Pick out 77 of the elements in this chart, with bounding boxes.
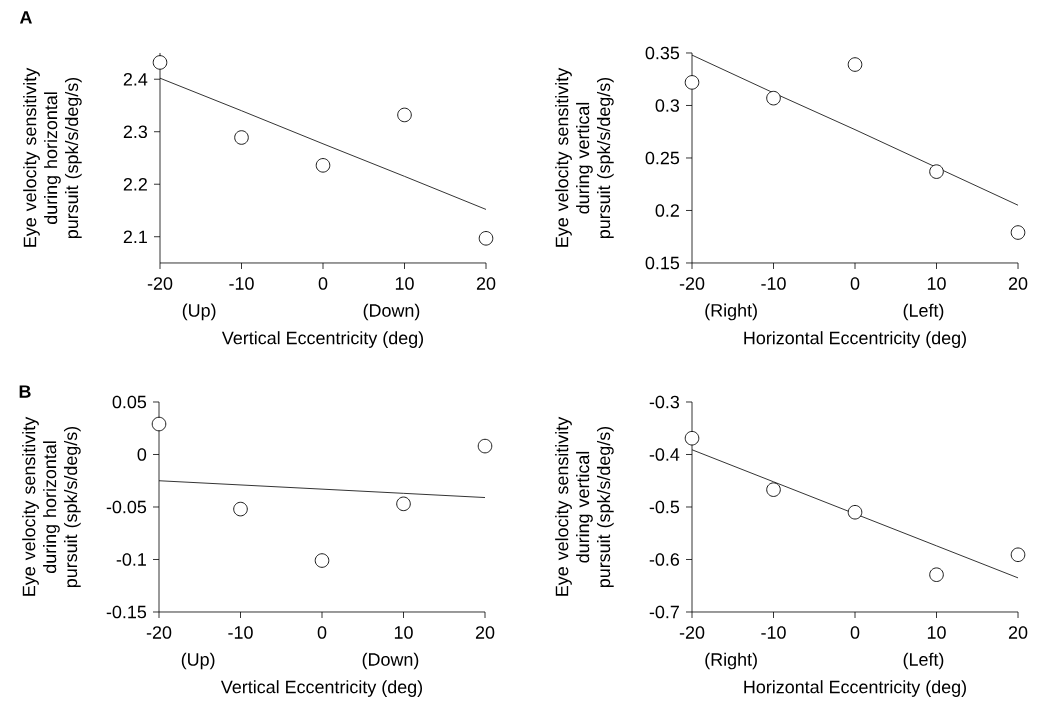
point [847, 57, 863, 72]
point [929, 164, 944, 179]
x-tick-label: -10 [761, 626, 786, 639]
y-tick-label: 0.35 [645, 46, 680, 60]
point [1010, 547, 1026, 563]
y-tick-label: 0.15 [645, 256, 680, 270]
y-tick-label: 2.4 [123, 73, 148, 86]
text: (Left) [903, 303, 944, 321]
x-tick-label: 20 [475, 626, 495, 639]
point [315, 158, 331, 173]
x-tick-label: -20 [679, 277, 705, 290]
y-tick-label: 0.3 [655, 99, 680, 112]
y-tick-label: -0.6 [649, 553, 680, 566]
x-tick-label: -10 [229, 277, 254, 290]
point [233, 501, 248, 517]
x-tick-label: 10 [395, 277, 414, 290]
x-tick-label: 0 [318, 277, 328, 290]
x-tick-label: 0 [317, 626, 327, 639]
y-tick-label: 0.2 [655, 204, 679, 217]
y-tick-label: 2.2 [123, 178, 147, 191]
point [1010, 225, 1026, 240]
y-axis-title: Eye velocity sensitivity during vertical pursuit (spk/s/deg/s) [555, 67, 614, 247]
point [396, 496, 411, 512]
x-tick-label: -20 [147, 277, 173, 290]
x-tick-label: 20 [1008, 277, 1028, 290]
x-tick-label: -20 [146, 626, 172, 639]
y-axis-title: Eye velocity sensitivity during vertical pursuit (spk/s/deg/s) [555, 416, 614, 596]
x-tick-label: -20 [679, 626, 705, 639]
point [314, 553, 330, 568]
point [234, 130, 249, 145]
x-tick-label: 10 [394, 626, 413, 639]
point [477, 438, 493, 454]
x-tick-label: 10 [927, 626, 946, 639]
point [766, 90, 781, 106]
y-tick-label: -0.15 [106, 605, 147, 619]
y-tick-label: 2.3 [123, 125, 148, 139]
y-tick-label: 2.1 [123, 230, 147, 244]
x-axis-title: Vertical Eccentricity (deg) [220, 680, 423, 697]
y-tick-label: 0.25 [645, 151, 680, 165]
point [684, 75, 700, 90]
text: (Down) [363, 303, 420, 321]
x-axis-title: Horizontal Eccentricity (deg) [744, 331, 966, 348]
y-tick-label: 0.05 [112, 395, 147, 409]
text: (Right) [705, 303, 757, 321]
point [152, 55, 168, 70]
y-tick-label: 0 [137, 448, 147, 461]
y-tick-label: -0.3 [649, 395, 680, 409]
point [929, 567, 944, 583]
x-tick-label: 0 [850, 277, 860, 290]
chart-title: B [19, 385, 31, 398]
text: (Right) [705, 652, 757, 670]
y-tick-label: -0.05 [106, 500, 147, 514]
y-tick-label: -0.5 [649, 500, 680, 514]
y-tick-label: -0.4 [649, 448, 680, 461]
x-tick-label: -10 [228, 626, 253, 639]
text: (Up) [182, 303, 216, 321]
x-axis-title: Vertical Eccentricity (deg) [221, 331, 424, 348]
chart-title: A [19, 11, 32, 24]
text: (Down) [362, 652, 419, 670]
point [151, 416, 167, 432]
point [478, 231, 494, 246]
x-tick-label: 20 [476, 277, 496, 290]
y-tick-label: -0.7 [649, 605, 679, 619]
text: (Up) [181, 652, 215, 670]
y-tick-label: -0.1 [116, 553, 146, 566]
x-tick-label: 10 [927, 277, 946, 290]
point [766, 482, 781, 497]
point [847, 505, 863, 520]
x-tick-label: 20 [1008, 626, 1028, 639]
x-tick-label: -10 [761, 277, 786, 290]
y-axis-title: Eye velocity sensitivity during horizontal pursuit (spk/s/deg/s) [23, 67, 82, 247]
point [684, 431, 700, 446]
text: (Left) [903, 652, 944, 670]
y-axis-title: Eye velocity sensitivity during horizontal pursuit (spk/s/deg/s) [22, 416, 81, 596]
x-axis-title: Horizontal Eccentricity (deg) [744, 680, 966, 697]
x-tick-label: 0 [850, 626, 860, 639]
point [397, 107, 412, 123]
